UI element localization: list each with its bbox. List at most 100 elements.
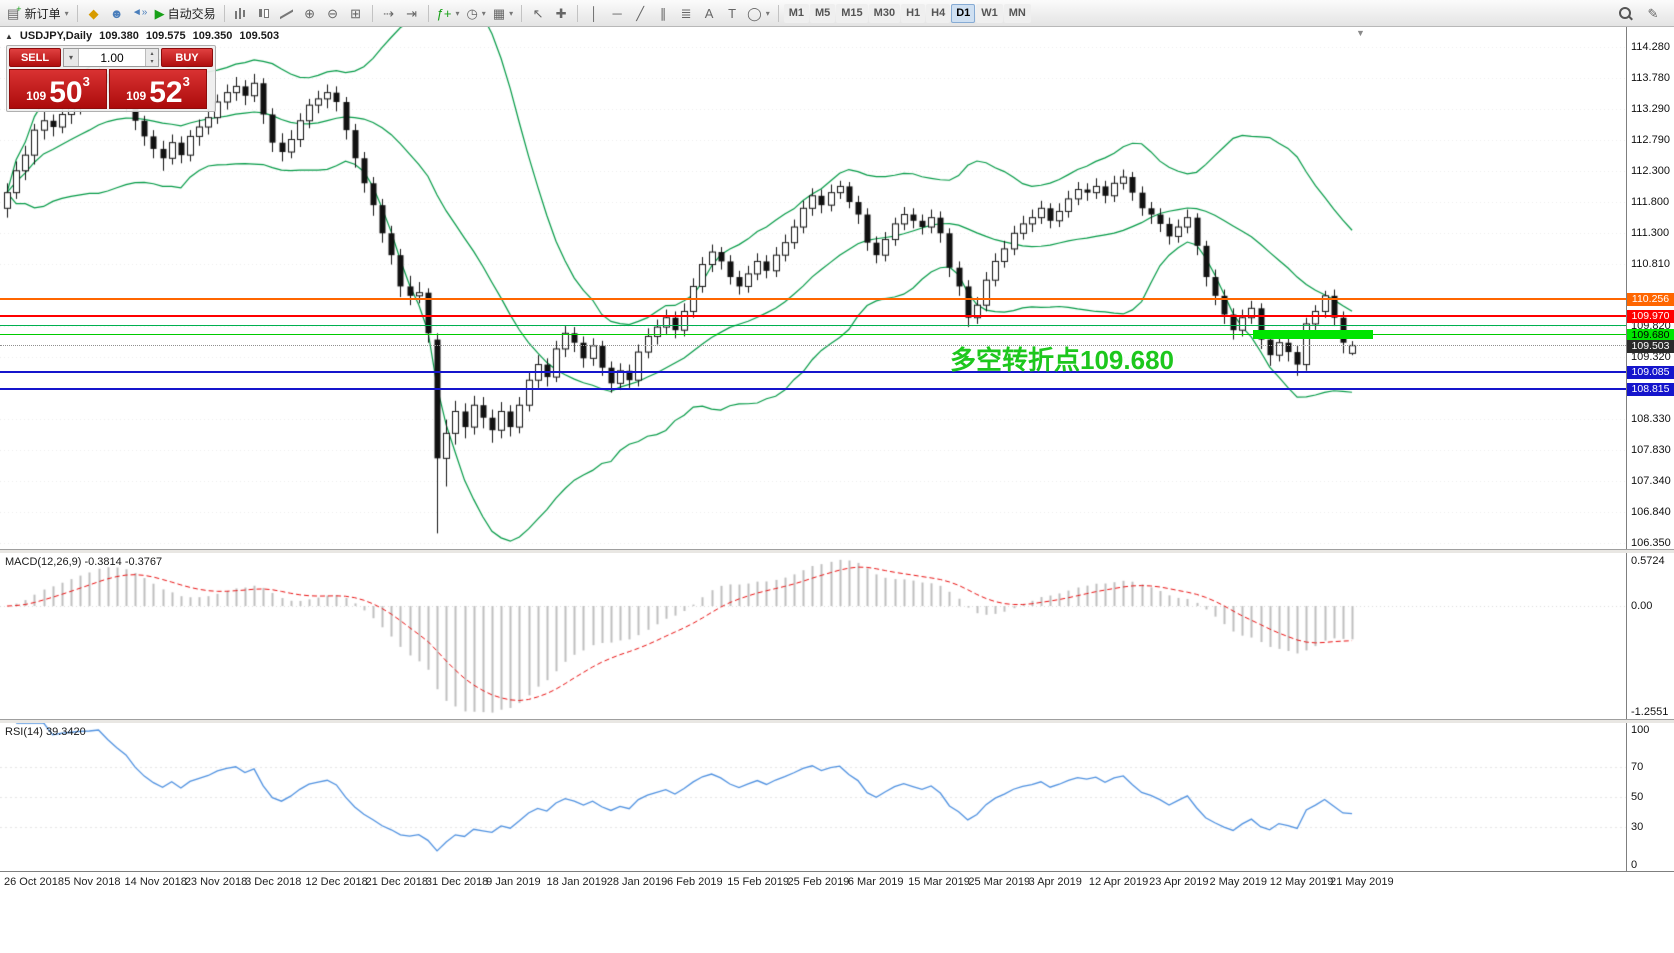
zoom-out-icon: ⊖: [327, 5, 339, 21]
tab-timeframe-h4[interactable]: H4: [926, 3, 951, 23]
trendline-button[interactable]: ╱: [629, 3, 651, 24]
y-axis-label: 107.340: [1631, 474, 1671, 487]
price-line[interactable]: [0, 297, 1626, 300]
volume-up-icon[interactable]: ▴: [146, 49, 158, 58]
ohlc-low: 109.350: [192, 30, 233, 42]
main-chart-pane[interactable]: ▲ USDJPY,Daily 109.380 109.575 109.350 1…: [0, 27, 1626, 549]
trendline-icon: ╱: [636, 5, 645, 21]
sell-price-button[interactable]: 109 50 3: [9, 69, 107, 109]
macd-axis-label: 0.5724: [1631, 555, 1665, 567]
tab-timeframe-h1[interactable]: H1: [901, 3, 926, 23]
rsi-pane[interactable]: RSI(14) 39.3420: [0, 723, 1626, 871]
auto-trading-label: 自动交易: [167, 6, 216, 21]
price-chart-canvas[interactable]: [0, 27, 1626, 549]
candlestick-icon: [257, 6, 271, 20]
price-line[interactable]: [0, 325, 1626, 327]
pane-splitter[interactable]: [0, 549, 1674, 553]
separator: [521, 4, 523, 22]
macd-canvas[interactable]: [0, 553, 1626, 719]
text-tool-button[interactable]: A: [698, 3, 720, 24]
turning-point-annotation[interactable]: 多空转折点109.680: [950, 345, 1174, 375]
y-axis[interactable]: 110.256 109.970 109.680 109.503 109.085 108.8…: [1626, 27, 1674, 871]
one-click-toggle-icon[interactable]: ▲: [5, 31, 13, 41]
periods-button[interactable]: ◷ ▾: [463, 3, 488, 24]
tab-timeframe-m1[interactable]: M1: [783, 3, 809, 23]
separator: [223, 4, 225, 22]
community-button[interactable]: ☻: [106, 3, 128, 24]
horizontal-line-button[interactable]: ─: [606, 3, 628, 24]
y-axis-label: 111.800: [1631, 196, 1670, 209]
price-line[interactable]: [0, 370, 1626, 373]
buy-button[interactable]: BUY: [161, 48, 213, 67]
volume-spinner[interactable]: ▴ ▾: [145, 49, 158, 66]
crosshair-button[interactable]: ✚: [550, 3, 572, 24]
x-axis-label: 23 Apr 2019: [1149, 876, 1209, 888]
tab-timeframe-d1[interactable]: D1: [951, 3, 976, 23]
volume-down-icon[interactable]: ▾: [146, 57, 158, 66]
indicators-button[interactable]: ƒ+ ▾: [434, 3, 463, 24]
bar-chart-button[interactable]: [230, 3, 252, 24]
x-axis-label: 14 Nov 2018: [124, 876, 187, 888]
line-chart-icon: [280, 7, 293, 20]
templates-button[interactable]: ▦ ▾: [490, 3, 516, 24]
price-line[interactable]: [0, 315, 1626, 318]
fibonacci-button[interactable]: ≣: [675, 3, 697, 24]
new-order-button[interactable]: ▤ + 新订单 ▾: [4, 3, 72, 24]
notifications-button[interactable]: ◄»: [129, 3, 151, 24]
chart-shift-button[interactable]: ⇥: [401, 3, 423, 24]
x-axis-label: 2 May 2019: [1209, 876, 1267, 888]
new-order-icon: ▤: [7, 5, 20, 21]
macd-pane[interactable]: MACD(12,26,9) -0.3814 -0.3767: [0, 553, 1626, 719]
search-button[interactable]: [1614, 3, 1636, 24]
channel-button[interactable]: ∥: [652, 3, 674, 24]
tile-windows-button[interactable]: ⊞: [345, 3, 367, 24]
tab-timeframe-mn[interactable]: MN: [1003, 3, 1031, 23]
price-line[interactable]: [0, 345, 1626, 347]
volume-value[interactable]: 1.00: [100, 50, 124, 65]
turning-point-highlight[interactable]: [1253, 330, 1373, 340]
label-tool-button[interactable]: T: [721, 3, 743, 24]
zoom-out-button[interactable]: ⊖: [322, 3, 344, 24]
tab-timeframe-w1[interactable]: W1: [976, 3, 1003, 23]
channel-icon: ∥: [659, 5, 667, 21]
tab-timeframe-m30[interactable]: M30: [868, 3, 901, 23]
candlestick-chart-button[interactable]: [253, 3, 275, 24]
auto-scroll-button[interactable]: ⇢: [378, 3, 400, 24]
volume-field[interactable]: ▾ 1.00 ▴ ▾: [63, 48, 159, 67]
tab-timeframe-m5[interactable]: M5: [809, 3, 836, 23]
pane-splitter[interactable]: [0, 719, 1674, 723]
caret-down-icon: ▾: [481, 8, 486, 18]
mql5-button[interactable]: ◆: [83, 3, 105, 24]
price-line[interactable]: [0, 387, 1626, 390]
clock-icon: ◷: [466, 5, 478, 21]
bar-chart-icon: [234, 6, 248, 20]
edit-button[interactable]: ✎: [1642, 3, 1664, 24]
y-axis-label: 111.300: [1631, 227, 1670, 240]
x-axis-label: 25 Mar 2019: [968, 876, 1031, 888]
vertical-line-button[interactable]: │: [583, 3, 605, 24]
zoom-in-button[interactable]: ⊕: [299, 3, 321, 24]
auto-trading-button[interactable]: ▶ 自动交易: [152, 3, 219, 24]
chart-shift-marker[interactable]: ▼: [1356, 28, 1365, 38]
horizontal-line-icon: ─: [612, 5, 622, 21]
x-axis-label: 31 Dec 2018: [425, 876, 489, 888]
x-axis[interactable]: 26 Oct 2018 5 Nov 2018 14 Nov 2018 23 Nov 2…: [0, 871, 1674, 893]
ohlc-high: 109.575: [145, 30, 186, 42]
rsi-axis-label: 0: [1631, 859, 1638, 871]
cursor-button[interactable]: ↖: [527, 3, 549, 24]
line-chart-button[interactable]: [276, 3, 298, 24]
rsi-axis-label: 100: [1631, 724, 1650, 736]
tab-timeframe-m15[interactable]: M15: [836, 3, 868, 23]
rsi-canvas[interactable]: [0, 723, 1626, 871]
y-axis-label: 114.280: [1631, 41, 1670, 53]
buy-price-button[interactable]: 109 52 3: [109, 69, 207, 109]
fibonacci-icon: ≣: [680, 5, 692, 21]
shapes-button[interactable]: ◯ ▾: [744, 3, 773, 24]
volume-dropdown-icon[interactable]: ▾: [64, 49, 79, 66]
price-line[interactable]: [0, 334, 1626, 336]
x-axis-label: 21 May 2019: [1330, 876, 1394, 888]
sell-button[interactable]: SELL: [9, 48, 61, 67]
chart-overlay: [0, 27, 1626, 549]
x-axis-label: 5 Nov 2018: [64, 876, 121, 888]
indicators-icon: ƒ+: [436, 5, 452, 21]
